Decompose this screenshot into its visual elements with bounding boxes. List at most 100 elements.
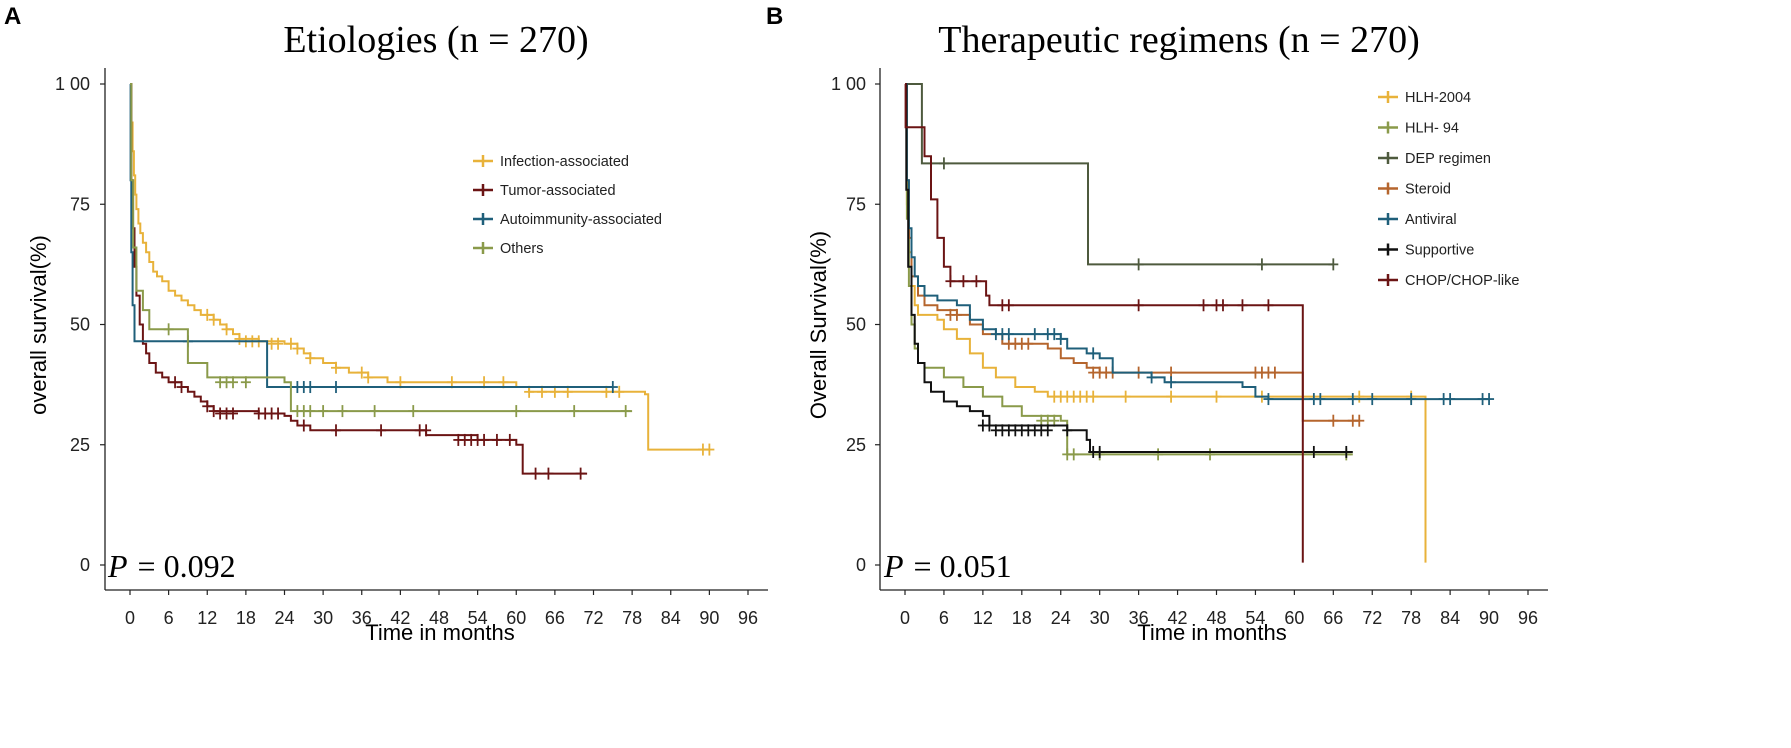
legend: Infection-associated Tumor-associated Auto… [473,154,662,257]
censor-mark [1166,376,1177,389]
censor-mark [1133,258,1144,271]
x-tick-label: 12 [197,608,217,628]
x-tick-label: 78 [622,608,642,628]
x-tick-label: 18 [236,608,256,628]
chart-title: Etiologies (n = 270) [283,19,588,61]
censor-mark [208,405,219,418]
x-tick-label: 36 [1129,608,1149,628]
y-tick-label: 25 [846,435,866,455]
y-axis-label: overall survival(%) [26,235,51,415]
censor-mark [376,424,387,437]
censor-mark [1256,258,1267,271]
legend-label: Antiviral [1405,212,1457,228]
x-tick-label: 96 [738,608,758,628]
survival-curve-others [130,83,633,413]
censor-mark [1445,393,1456,406]
censor-mark [208,313,219,326]
legend-item-tumor-associated: Tumor-associated [473,183,616,199]
censor-mark [1308,445,1319,458]
censor-mark [1198,299,1209,312]
legend-item-autoimmunity-associated: Autoimmunity-associated [473,212,662,228]
censor-mark [363,371,374,384]
censor-mark [1315,393,1326,406]
censor-mark [1205,448,1216,461]
censor-mark [1217,299,1228,312]
panel-letter: B [766,3,783,30]
censor-mark [298,419,309,432]
x-tick-label: 0 [900,608,910,628]
censor-mark [984,419,995,432]
x-tick-label: 30 [1090,608,1110,628]
censor-mark [1146,371,1157,384]
series-autoimmunity-associated [129,83,618,394]
panel-a: A Etiologies (n = 270) 0 25 50 75 1 00 0 6 12 18 24… [4,3,768,645]
censor-mark [202,400,213,413]
censor-mark [292,342,303,355]
series-supportive [905,83,1353,458]
legend-item-antiviral: Antiviral [1378,212,1457,228]
censor-mark [614,385,625,398]
p-value-number: = 0.092 [138,548,236,584]
legend-item-hlh-2004: HLH-2004 [1378,90,1471,106]
censor-mark [273,337,284,350]
censor-mark [305,381,316,394]
x-tick-label: 24 [274,608,294,628]
censor-mark [202,308,213,321]
y-tick-label: 0 [856,555,866,575]
censor-mark [1088,390,1099,403]
censor-mark [228,407,238,420]
legend-label: Autoimmunity-associated [500,212,662,228]
legend-label: CHOP/CHOP-like [1405,273,1519,289]
censor-mark [569,405,580,418]
censor-mark [1347,393,1358,406]
x-tick-label: 84 [661,608,681,628]
censor-mark [1367,393,1378,406]
series-hlh-94 [905,83,1353,461]
censor-mark [1166,390,1177,403]
censor-mark [1055,332,1066,345]
x-tick-label: 72 [1362,608,1382,628]
legend-item-steroid: Steroid [1378,182,1451,198]
censor-mark [1341,445,1352,458]
censor-mark [1023,337,1034,350]
censor-mark [575,467,586,480]
censor-mark [1088,347,1099,360]
censor-mark [1354,414,1365,427]
x-tick-label: 24 [1051,608,1071,628]
censor-mark [504,433,515,446]
x-tick-label: 6 [939,608,949,628]
legend-label: Steroid [1405,182,1451,198]
p-value: P = 0.092 [107,548,236,584]
censor-mark [511,405,522,418]
censor-mark [176,381,187,394]
x-tick-label: 66 [545,608,565,628]
y-axis-label: Overall Survival(%) [806,231,831,419]
censor-mark [938,157,949,170]
survival-curve-infection-associated [130,83,710,451]
legend-label: Others [500,241,544,257]
legend-label: Tumor-associated [500,183,616,199]
x-tick-label: 90 [699,608,719,628]
legend-label: Infection-associated [500,154,629,170]
series-chop-chop-like [904,83,1304,563]
x-tick-label: 78 [1401,608,1421,628]
p-value-number: = 0.051 [914,548,1012,584]
censor-mark [1029,328,1040,341]
x-tick-label: 60 [506,608,526,628]
censor-mark [479,433,490,446]
y-tick-label: 1 00 [55,74,90,94]
censor-mark [1211,390,1222,403]
censor-mark [170,376,181,389]
survival-curve-antiviral [905,83,1490,401]
censor-mark [337,405,348,418]
x-tick-label: 54 [1245,608,1265,628]
censor-mark [318,405,329,418]
legend-label: DEP regimen [1405,151,1491,167]
p-value-symbol: P [883,548,904,584]
censor-mark [1094,445,1105,458]
series-infection-associated [130,83,715,456]
censor-mark [1263,393,1274,406]
censor-mark [1484,393,1495,406]
censor-mark [1269,366,1280,379]
